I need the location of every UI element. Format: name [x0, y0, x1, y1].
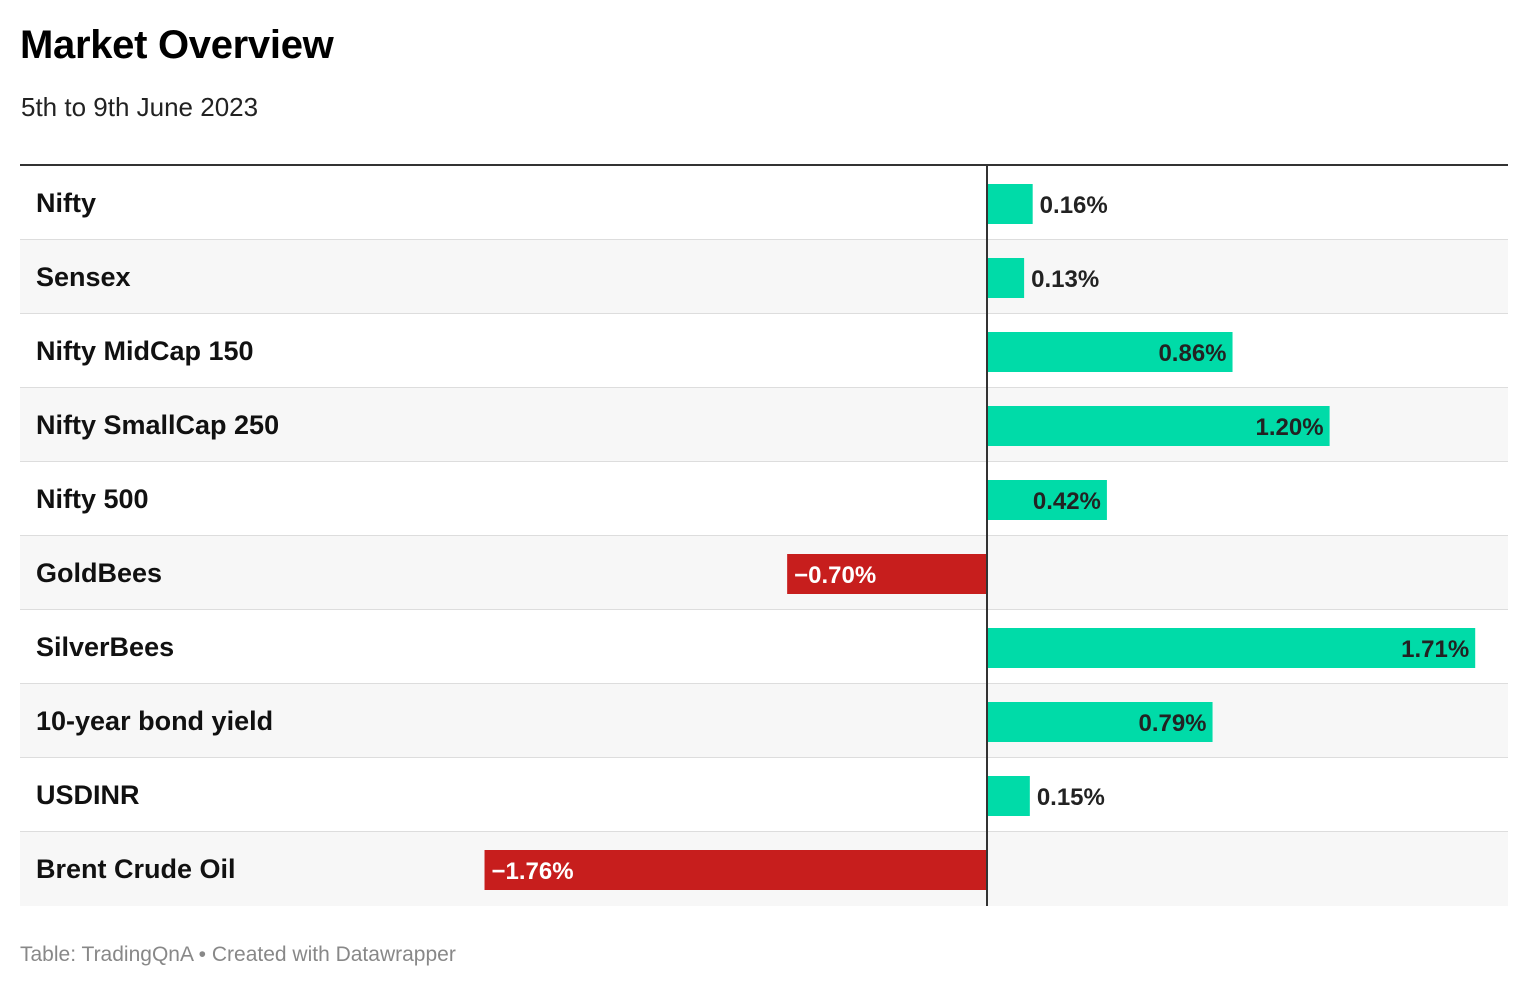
- table-row: Nifty MidCap 150: [20, 314, 1508, 388]
- bar-value-label: 0.42%: [1033, 488, 1101, 515]
- positive-bar: [987, 776, 1030, 816]
- negative-bar: [484, 850, 987, 890]
- positive-bar: [987, 332, 1233, 372]
- table-row: GoldBees: [20, 536, 1508, 610]
- bar-value-label: −1.76%: [492, 858, 574, 885]
- row-label: Nifty: [36, 188, 96, 218]
- table-row: SilverBees: [20, 610, 1508, 684]
- row-label: Brent Crude Oil: [36, 854, 236, 884]
- bar-value-label: 0.79%: [1138, 710, 1206, 737]
- chart-title: Market Overview: [20, 23, 334, 67]
- table-row: USDINR: [20, 758, 1508, 832]
- zero-axis-line: [986, 166, 988, 906]
- row-label: Nifty 500: [36, 484, 149, 514]
- table-row: 10-year bond yield: [20, 684, 1508, 758]
- bar-value-label: 1.71%: [1401, 636, 1469, 663]
- bar-value-label: 0.86%: [1158, 340, 1226, 367]
- bar-value-label: 0.16%: [1040, 192, 1108, 219]
- footer-separator: •: [198, 943, 207, 966]
- chart-subtitle: 5th to 9th June 2023: [21, 92, 259, 122]
- bar-chart-svg: 0.16% 0.13% 0.86% 1.20% 0.42% −0.70% 1.71% 0.79…: [484, 184, 1476, 890]
- bar-table: Nifty Sensex Nifty MidCap 150 Nifty SmallCa…: [20, 164, 1508, 906]
- bar-value-label: 0.15%: [1037, 784, 1105, 811]
- positive-bar: [987, 702, 1213, 742]
- row-label: Nifty SmallCap 250: [36, 410, 280, 440]
- positive-bar: [987, 406, 1330, 446]
- footer-source-label: Table:: [20, 943, 77, 966]
- bar-value-label: 0.13%: [1031, 266, 1099, 293]
- row-label: GoldBees: [36, 558, 163, 588]
- table-row: Nifty: [20, 166, 1508, 240]
- footer-credit: Created with Datawrapper: [211, 943, 456, 966]
- table-row: Nifty 500: [20, 462, 1508, 536]
- row-label: USDINR: [36, 780, 140, 810]
- row-label: 10-year bond yield: [36, 706, 274, 736]
- footer-source-name: TradingQnA: [81, 943, 193, 966]
- positive-bar: [987, 184, 1033, 224]
- positive-bar: [987, 258, 1025, 298]
- row-label: Nifty MidCap 150: [36, 336, 254, 366]
- bar-value-label: 1.20%: [1256, 414, 1324, 441]
- row-label: SilverBees: [36, 632, 175, 662]
- chart-footer: Table: TradingQnA • Created with Datawra…: [20, 943, 456, 967]
- row-label: Sensex: [36, 262, 131, 292]
- positive-bar: [987, 480, 1107, 520]
- bar-value-label: −0.70%: [794, 562, 876, 589]
- positive-bar: [987, 628, 1476, 668]
- table-row: Sensex: [20, 240, 1508, 314]
- negative-bar: [787, 554, 987, 594]
